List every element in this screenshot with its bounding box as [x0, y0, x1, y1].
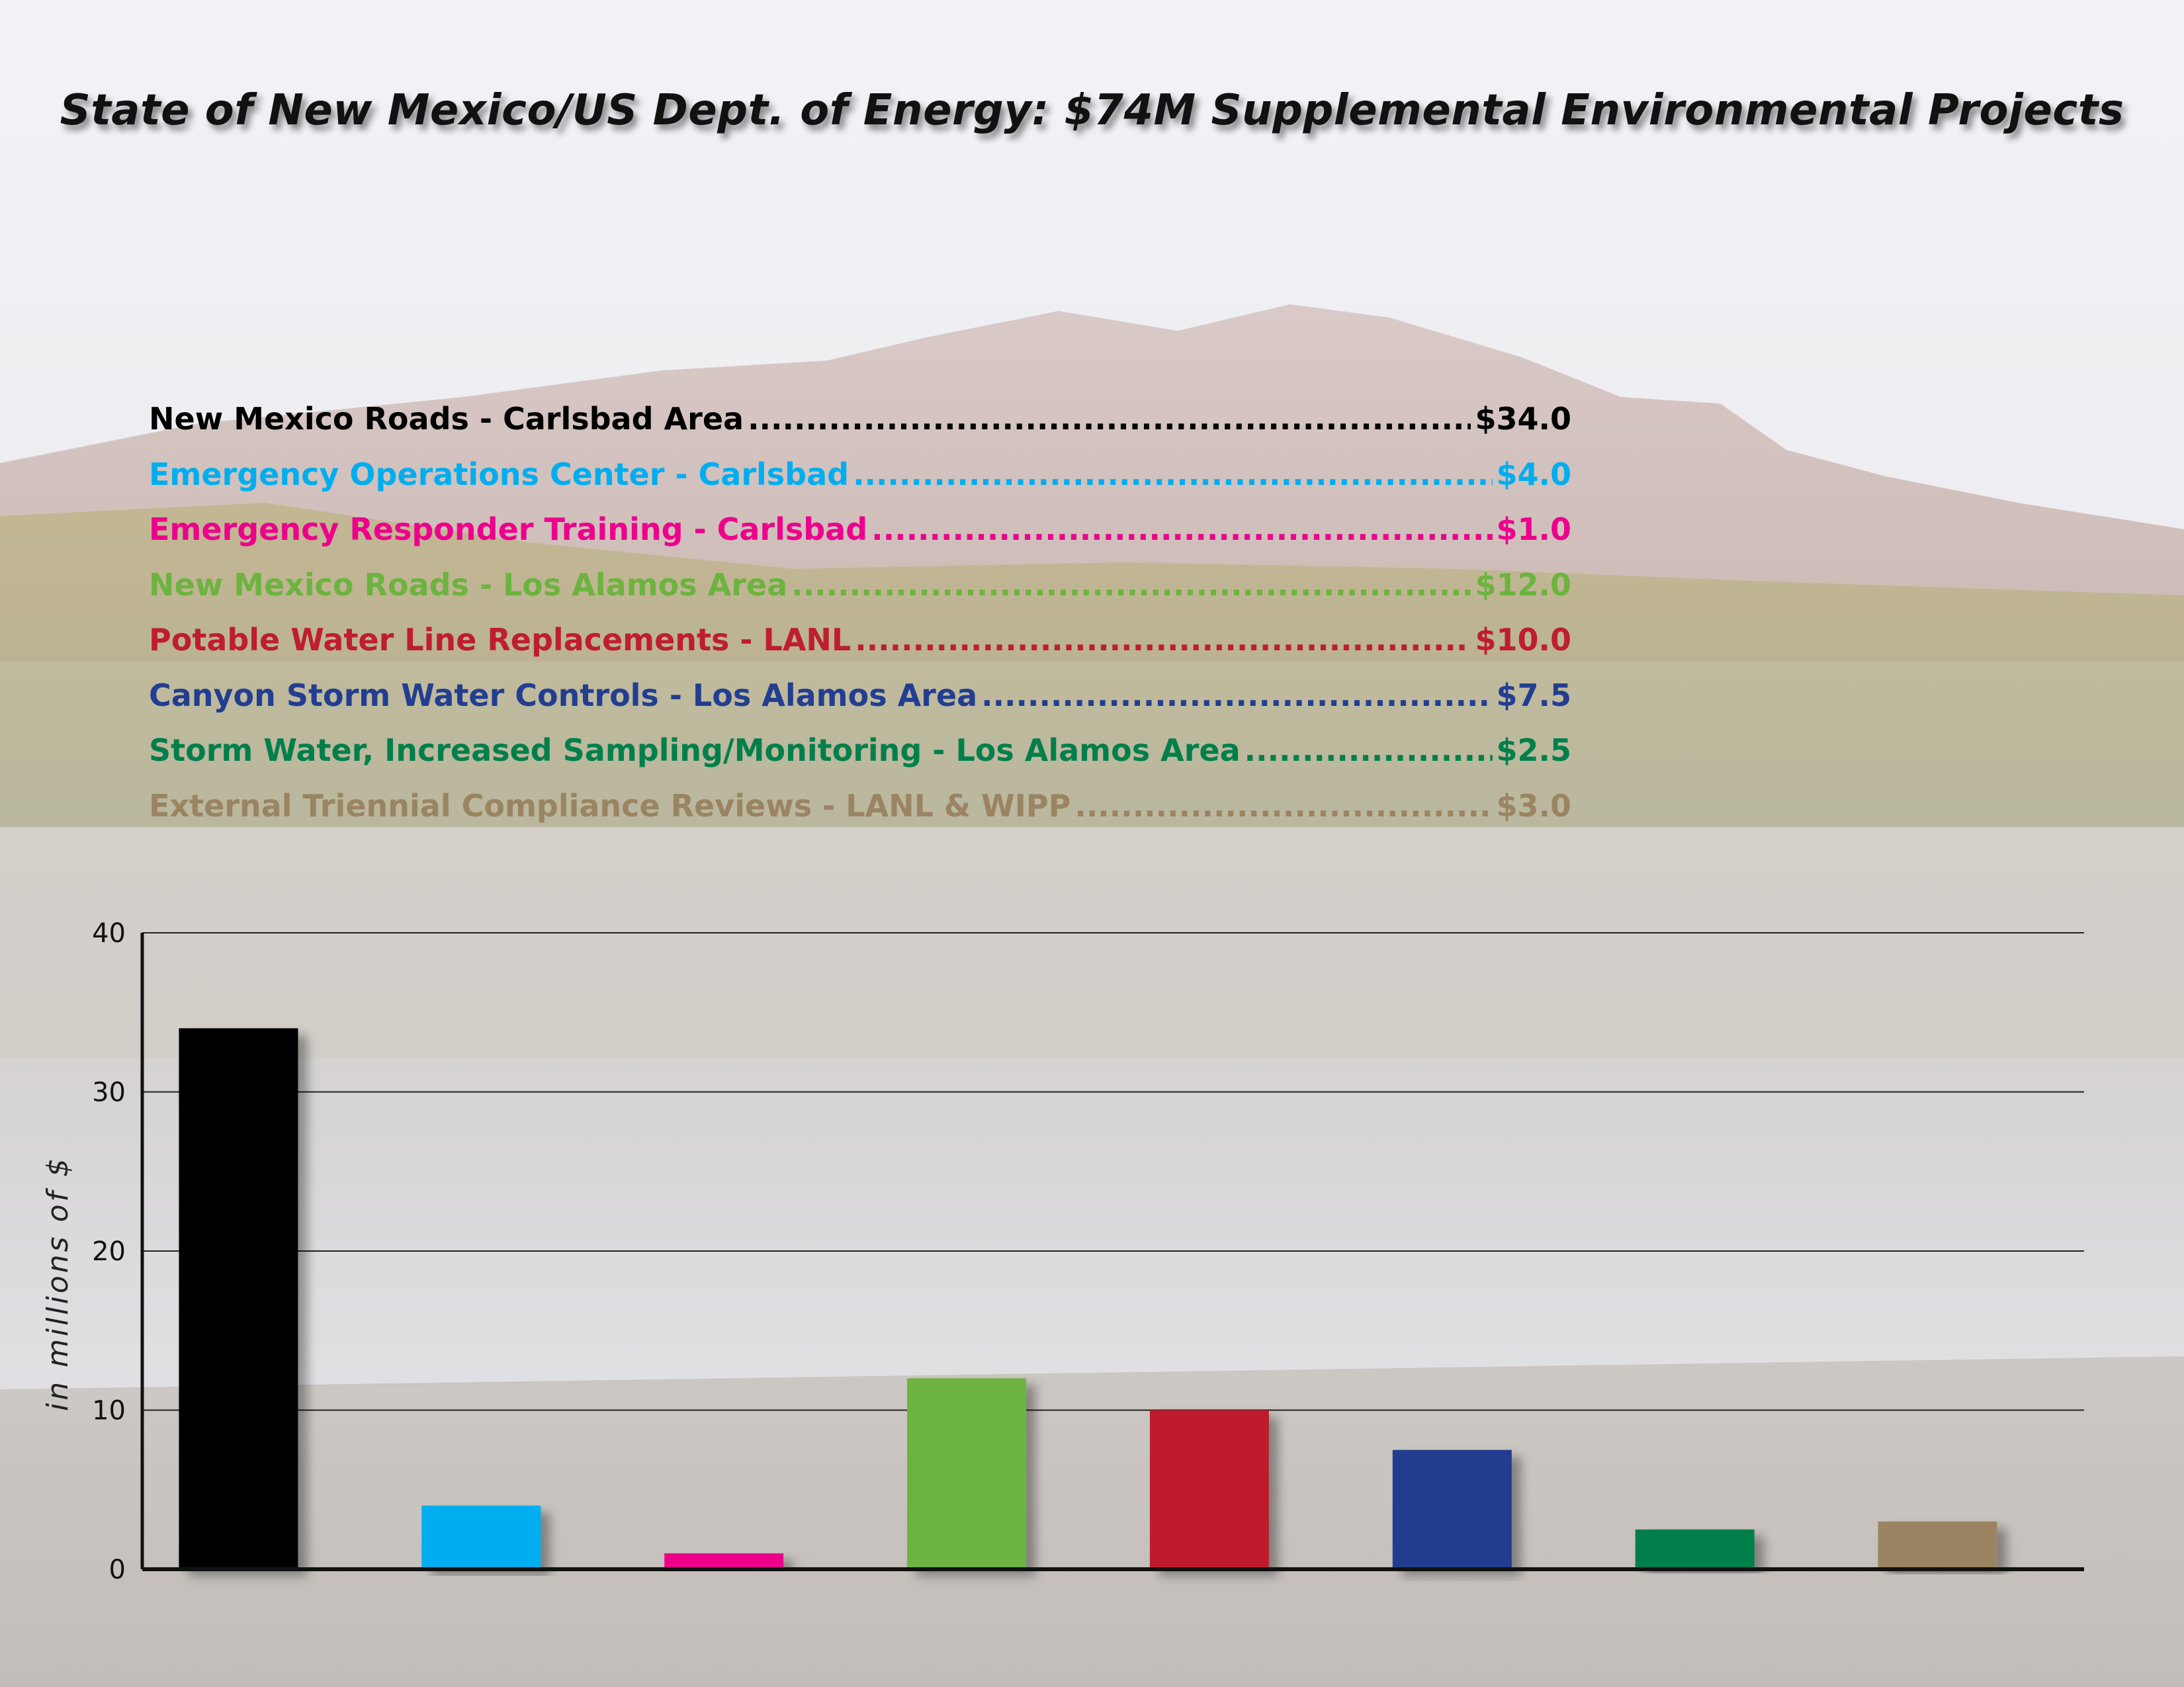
- project-amount: $12.0: [1475, 566, 1571, 603]
- y-tick-label: 40: [92, 918, 126, 949]
- project-amount: $34.0: [1475, 401, 1571, 437]
- project-amount: $7.5: [1496, 677, 1572, 713]
- bar: [421, 1505, 541, 1569]
- y-tick-label: 10: [92, 1396, 126, 1426]
- bar: [1878, 1521, 1997, 1569]
- project-label: New Mexico Roads - Carlsbad Area: [149, 401, 744, 437]
- project-amount: $4.0: [1496, 456, 1572, 492]
- y-tick-label: 30: [92, 1078, 126, 1108]
- y-axis-ticks: 0 10 20 30 40: [92, 918, 126, 1585]
- y-tick-label: 20: [92, 1236, 126, 1267]
- project-amount: $2.5: [1496, 732, 1572, 768]
- project-amount: $1.0: [1496, 511, 1572, 547]
- project-label: Potable Water Line Replacements - LANL: [149, 622, 852, 658]
- project-row: Canyon Storm Water Controls - Los Alamos…: [149, 677, 1571, 733]
- bars: [179, 1028, 1997, 1569]
- bar: [179, 1028, 298, 1569]
- y-tick-label: 0: [109, 1555, 126, 1585]
- bar: [1149, 1410, 1269, 1569]
- project-list: New Mexico Roads - Carlsbad Area $34.0 E…: [149, 401, 1571, 843]
- axes: [140, 933, 2084, 1571]
- project-amount: $3.0: [1496, 787, 1572, 824]
- bar: [664, 1553, 784, 1569]
- project-label: Storm Water, Increased Sampling/Monitori…: [149, 732, 1241, 768]
- project-amount: $10.0: [1475, 622, 1571, 658]
- project-label: External Triennial Compliance Reviews - …: [149, 787, 1071, 824]
- project-row: Emergency Operations Center - Carlsbad $…: [149, 456, 1571, 512]
- project-row: New Mexico Roads - Los Alamos Area $12.0: [149, 567, 1571, 623]
- bar: [907, 1378, 1027, 1569]
- chart-title: State of New Mexico/US Dept. of Energy: …: [60, 86, 2124, 135]
- y-axis-label: in millions of $: [41, 1156, 75, 1411]
- project-row: Emergency Responder Training - Carlsbad …: [149, 511, 1571, 567]
- project-row: External Triennial Compliance Reviews - …: [149, 788, 1571, 844]
- project-row: Potable Water Line Replacements - LANL $…: [149, 622, 1571, 677]
- grid-lines: [142, 932, 2084, 1411]
- project-label: Emergency Operations Center - Carlsbad: [149, 456, 850, 492]
- project-label: Emergency Responder Training - Carlsbad: [149, 511, 868, 547]
- project-label: New Mexico Roads - Los Alamos Area: [149, 566, 788, 603]
- bar: [1635, 1529, 1755, 1569]
- project-row: Storm Water, Increased Sampling/Monitori…: [149, 732, 1571, 788]
- bar: [1392, 1449, 1512, 1569]
- project-label: Canyon Storm Water Controls - Los Alamos…: [149, 677, 978, 713]
- project-row: New Mexico Roads - Carlsbad Area $34.0: [149, 401, 1571, 456]
